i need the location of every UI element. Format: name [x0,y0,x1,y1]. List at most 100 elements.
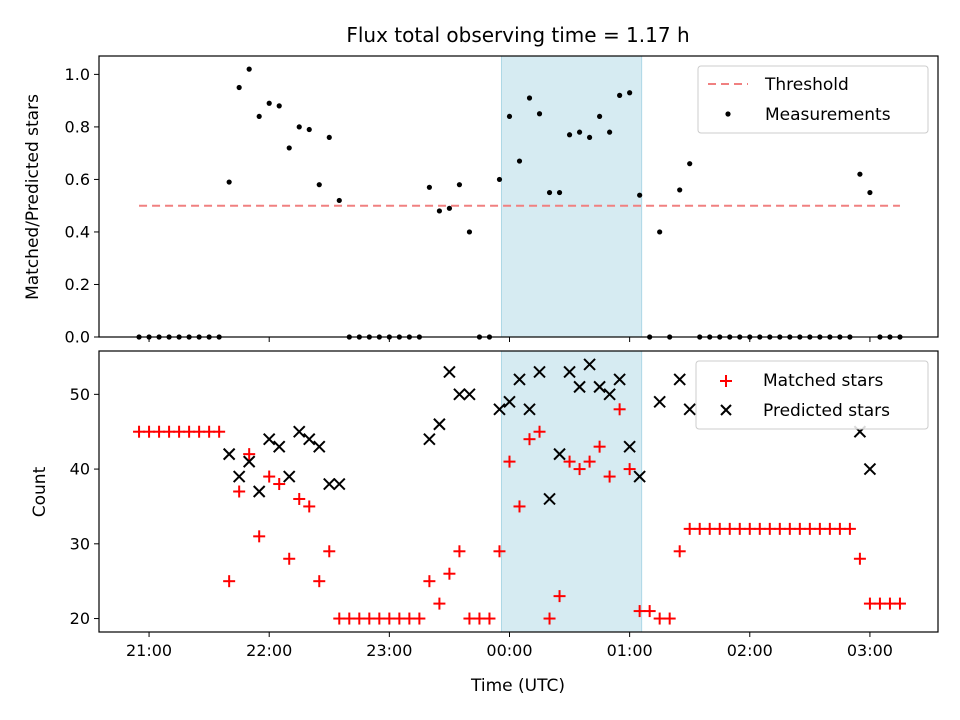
predicted-star-marker [543,492,556,506]
predicted-star-marker [453,388,466,401]
matched-star-marker [413,612,426,625]
matched-star-marker [873,597,886,610]
matched-star-marker [593,440,606,453]
matched-star-marker [473,612,486,625]
measurement-point [296,124,302,130]
x-tick-label: 01:00 [607,641,653,660]
matched-star-marker [643,605,656,618]
x-tick-label: 21:00 [126,641,172,660]
x-tick-label: 03:00 [847,641,893,660]
matched-star-marker [743,522,756,535]
predicted-star-marker [242,455,256,468]
matched-star-marker [613,403,626,416]
matched-star-marker [883,597,896,610]
matched-star-marker [173,425,186,438]
measurement-point [286,145,292,151]
measurement-point [566,132,573,138]
measurement-point [677,187,683,193]
legend-predicted-swatch [720,404,732,416]
matched-star-marker [303,500,316,513]
matched-star-marker [823,522,836,535]
legend-matched-swatch [720,375,732,387]
matched-star-marker [783,522,796,535]
matched-star-marker [713,522,726,535]
count-y-ticks: 20 30 40 50 [70,385,99,628]
matched-star-marker [553,590,566,603]
predicted-star-marker [423,432,436,446]
predicted-star-marker [673,373,686,386]
matched-star-marker [543,612,556,625]
matched-star-marker [163,425,176,438]
matched-star-marker [253,530,266,543]
predicted-star-marker [463,388,476,401]
measurement-point [627,90,633,96]
highlight-window-bottom [500,350,643,633]
measurement-point [536,111,543,117]
matched-star-marker [343,612,356,625]
matched-star-marker [183,425,196,438]
measurement-point [556,189,563,196]
matched-star-marker [333,612,346,625]
matched-star-marker [353,612,366,625]
measurement-point [607,129,613,135]
matched-star-marker [493,545,506,558]
matched-star-marker [423,575,436,588]
predicted-star-marker [523,403,536,416]
measurement-point [617,92,623,98]
measurement-point [516,158,523,164]
ratio-panel-frame [98,55,939,338]
ratio-y-tick-label: 1.0 [65,65,90,84]
predicted-star-marker [443,365,456,379]
measurement-point [276,103,282,109]
measurement-point [266,100,272,106]
measurement-point [596,113,603,120]
predicted-star-marker [433,418,446,431]
count-panel-frame [98,350,939,633]
matched-star-marker [453,545,466,558]
matched-star-marker [283,552,296,565]
matched-star-marker [213,425,226,438]
matched-star-marker [683,522,696,535]
measurement-point [306,126,312,133]
predicted-star-marker [513,373,526,386]
count-legend: Matched stars Predicted stars [695,360,929,430]
matched-star-marker [583,455,596,468]
chart-title: Flux total observing time = 1.17 h [346,23,689,47]
matched-star-marker [513,500,526,513]
measurement-point [426,184,432,190]
x-tick-label: 23:00 [366,641,412,660]
matched-star-marker [663,612,676,625]
matched-star-marker [813,522,826,535]
x-tick-label: 22:00 [246,641,292,660]
legend-measurements-swatch [725,111,731,117]
matched-star-marker [563,455,576,468]
predicted-star-marker [493,403,506,416]
predicted-star-marker [573,380,586,394]
measurement-point [326,134,332,141]
matched-star-marker [133,425,146,438]
ratio-x-ticks [148,337,871,342]
predicted-star-marker [563,365,576,379]
matched-star-marker [733,522,746,535]
count-x-ticks: 21:00 22:00 23:00 00:00 01:00 02:00 03:00 [126,632,893,660]
matched-star-marker [503,455,516,468]
predicted-star-marker [333,477,346,491]
measurement-point [256,113,262,120]
ratio-legend-box [697,65,929,134]
matched-star-marker [633,605,646,618]
predicted-star-marker [633,470,646,483]
measurement-point [316,182,322,188]
matched-star-marker [223,575,236,588]
matched-star-marker [443,567,456,580]
matched-star-marker [293,492,306,505]
predicted-star-marker [593,380,606,394]
predicted-star-marker [222,447,236,461]
count-y-axis-label: Count [30,466,50,517]
count-markers-layer [133,358,906,625]
measurement-point [336,197,342,204]
matched-star-marker [363,612,376,625]
matched-star-marker [263,470,276,483]
matched-star-marker [153,425,166,438]
matched-star-marker [853,552,866,565]
